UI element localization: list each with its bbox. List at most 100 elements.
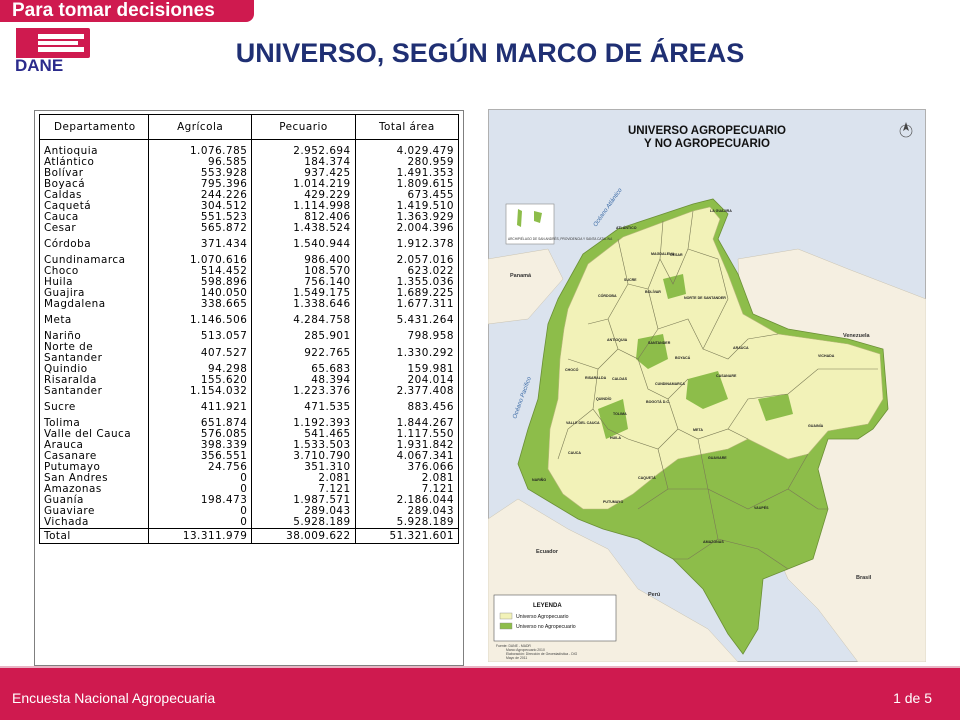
map-source-line: Marco Agropecuario 2010 xyxy=(506,648,545,652)
row-total-cell: 5.431.264 xyxy=(354,310,460,326)
footer-page-number: 1 de 5 xyxy=(893,690,932,706)
row-pecuario-cell: 285.901 xyxy=(251,326,356,342)
row-agricola-cell: 1.154.032 xyxy=(147,386,253,397)
map-title-line2: Y NO AGROPECUARIO xyxy=(644,138,770,150)
dept-label: PUTUMAYO xyxy=(603,500,623,504)
table-row: Guajira 140.050 1.549.175 1.689.225 xyxy=(39,288,460,299)
map-source-line: Elaboración: Dirección de Geoestadística… xyxy=(506,652,578,656)
row-pecuario-cell: 4.284.758 xyxy=(251,310,356,326)
row-total-cell: 2.057.016 xyxy=(354,250,460,266)
total-label-cell: Total xyxy=(39,528,149,544)
row-pecuario-cell: 5.928.189 xyxy=(251,517,356,529)
department-boundaries xyxy=(557,210,878,570)
table-row: Bolívar 553.928 937.425 1.491.353 xyxy=(39,168,460,179)
dane-logo-text: DANE xyxy=(15,56,64,75)
row-total-cell: 4.067.341 xyxy=(354,451,460,462)
total-agricola-cell: 13.311.979 xyxy=(147,528,253,544)
dept-label: CALDAS xyxy=(612,377,628,381)
table-header-row: Departamento Agrícola Pecuario Total áre… xyxy=(39,114,460,140)
row-agricola-cell: 1.076.785 xyxy=(147,139,253,157)
row-name-cell: Santander xyxy=(39,386,149,397)
table-row: Valle del Cauca 576.085 541.465 1.117.550 xyxy=(39,429,460,440)
legend-title: LEYENDA xyxy=(533,603,562,609)
row-total-cell: 1.355.036 xyxy=(354,277,460,288)
row-name-cell: Cundinamarca xyxy=(39,250,149,266)
row-pecuario-cell: 922.765 xyxy=(251,342,356,364)
row-agricola-cell: 0 xyxy=(147,517,253,529)
dept-label: CAUCA xyxy=(568,451,581,455)
colombia-agro-area xyxy=(547,206,884,510)
dept-label: VALLE DEL CAUCA xyxy=(566,421,600,425)
row-agricola-cell: 565.872 xyxy=(147,223,253,234)
row-total-cell: 1.419.510 xyxy=(354,201,460,212)
total-area-cell: 51.321.601 xyxy=(354,528,460,544)
table-row: Tolima 651.874 1.192.393 1.844.267 xyxy=(39,413,460,429)
row-pecuario-cell: 1.223.376 xyxy=(251,386,356,397)
footer-bar xyxy=(0,666,960,720)
dept-label: CHOCÓ xyxy=(565,367,579,372)
row-name-cell: Magdalena xyxy=(39,299,149,310)
table-row: Casanare 356.551 3.710.790 4.067.341 xyxy=(39,451,460,462)
dept-label: ANTIOQUIA xyxy=(607,338,628,342)
dept-label: CESAR xyxy=(670,253,683,257)
legend-swatch-agro xyxy=(499,612,513,620)
row-agricola-cell: 1.146.506 xyxy=(147,310,253,326)
row-agricola-cell: 513.057 xyxy=(147,326,253,342)
row-total-cell: 1.491.353 xyxy=(354,168,460,179)
table-row: Meta 1.146.506 4.284.758 5.431.264 xyxy=(39,310,460,326)
legend-item-no-agro: Universo no Agropecuario xyxy=(516,624,576,630)
table-row: Vichada 0 5.928.189 5.928.189 xyxy=(39,517,460,529)
row-total-cell: 280.959 xyxy=(354,157,460,168)
north-arrow-icon xyxy=(899,122,913,138)
row-pecuario-cell: 1.438.524 xyxy=(251,223,356,234)
country-label: Ecuador xyxy=(536,549,559,555)
row-agricola-cell: 0 xyxy=(147,473,253,484)
panama-landmass xyxy=(488,248,564,325)
table-row: Magdalena 338.665 1.338.646 1.677.311 xyxy=(39,299,460,310)
row-total-cell: 798.958 xyxy=(354,326,460,342)
row-total-cell: 883.456 xyxy=(354,397,460,413)
row-name-cell: Vichada xyxy=(39,517,149,529)
table-row: Santander 1.154.032 1.223.376 2.377.408 xyxy=(39,386,460,397)
table-row: Risaralda 155.620 48.394 204.014 xyxy=(39,375,460,386)
row-agricola-cell: 24.756 xyxy=(147,462,253,473)
row-total-cell: 289.043 xyxy=(354,506,460,517)
page-title: UNIVERSO, SEGÚN MARCO DE ÁREAS xyxy=(235,38,745,68)
no-agro-patch xyxy=(598,399,628,439)
row-pecuario-cell: 1.338.646 xyxy=(251,299,356,310)
row-total-cell: 1.931.842 xyxy=(354,440,460,451)
row-pecuario-cell: 1.540.944 xyxy=(251,234,356,250)
row-total-cell: 1.689.225 xyxy=(354,288,460,299)
row-pecuario-cell: 986.400 xyxy=(251,250,356,266)
table-row: Antioquia 1.076.785 2.952.694 4.029.479 xyxy=(39,139,460,157)
table-row: Atlántico 96.585 184.374 280.959 xyxy=(39,157,460,168)
row-total-cell: 5.928.189 xyxy=(354,517,460,529)
row-agricola-cell: 0 xyxy=(147,506,253,517)
map-title: UNIVERSO AGROPECUARIO Y NO AGROPECUARIO xyxy=(612,125,802,151)
row-pecuario-cell: 471.535 xyxy=(251,397,356,413)
row-name-cell: Tolima xyxy=(39,413,149,429)
table-row: Putumayo 24.756 351.310 376.066 xyxy=(39,462,460,473)
dept-label: RISARALDA xyxy=(585,376,607,380)
dept-label: HUILA xyxy=(610,436,621,440)
row-total-cell: 1.363.929 xyxy=(354,212,460,223)
row-agricola-cell: 407.527 xyxy=(147,342,253,364)
archipelago-label: ARCHIPIÉLAGO DE SAN ANDRÉS, PROVIDENCIA … xyxy=(508,236,613,241)
table-row: Norte de Santander 407.527 922.765 1.330.29… xyxy=(39,342,460,364)
map-title-line1: UNIVERSO AGROPECUARIO xyxy=(627,125,787,137)
table-row: Córdoba 371.434 1.540.944 1.912.378 xyxy=(39,234,460,250)
dept-label: QUINDÍO xyxy=(596,396,612,401)
row-name-cell: Antioquia xyxy=(39,139,149,157)
dept-label: CASANARE xyxy=(716,374,737,378)
table-row: San Andres 0 2.081 2.081 xyxy=(39,473,460,484)
row-total-cell: 7.121 xyxy=(354,484,460,495)
colombia-map: ARCHIPIÉLAGO DE SAN ANDRÉS, PROVIDENCIA … xyxy=(488,122,926,662)
table-row: Choco 514.452 108.570 623.022 xyxy=(39,266,460,277)
table-row: Huila 598.896 756.140 1.355.036 xyxy=(39,277,460,288)
header-pecuario: Pecuario xyxy=(251,114,356,140)
table-row: Guanía 198.473 1.987.571 2.186.044 xyxy=(39,495,460,506)
table-row: Caquetá 304.512 1.114.998 1.419.510 xyxy=(39,201,460,212)
dept-label: AMAZONAS xyxy=(703,540,724,544)
row-total-cell: 2.186.044 xyxy=(354,495,460,506)
tagline-banner: Para tomar decisiones xyxy=(0,0,254,22)
